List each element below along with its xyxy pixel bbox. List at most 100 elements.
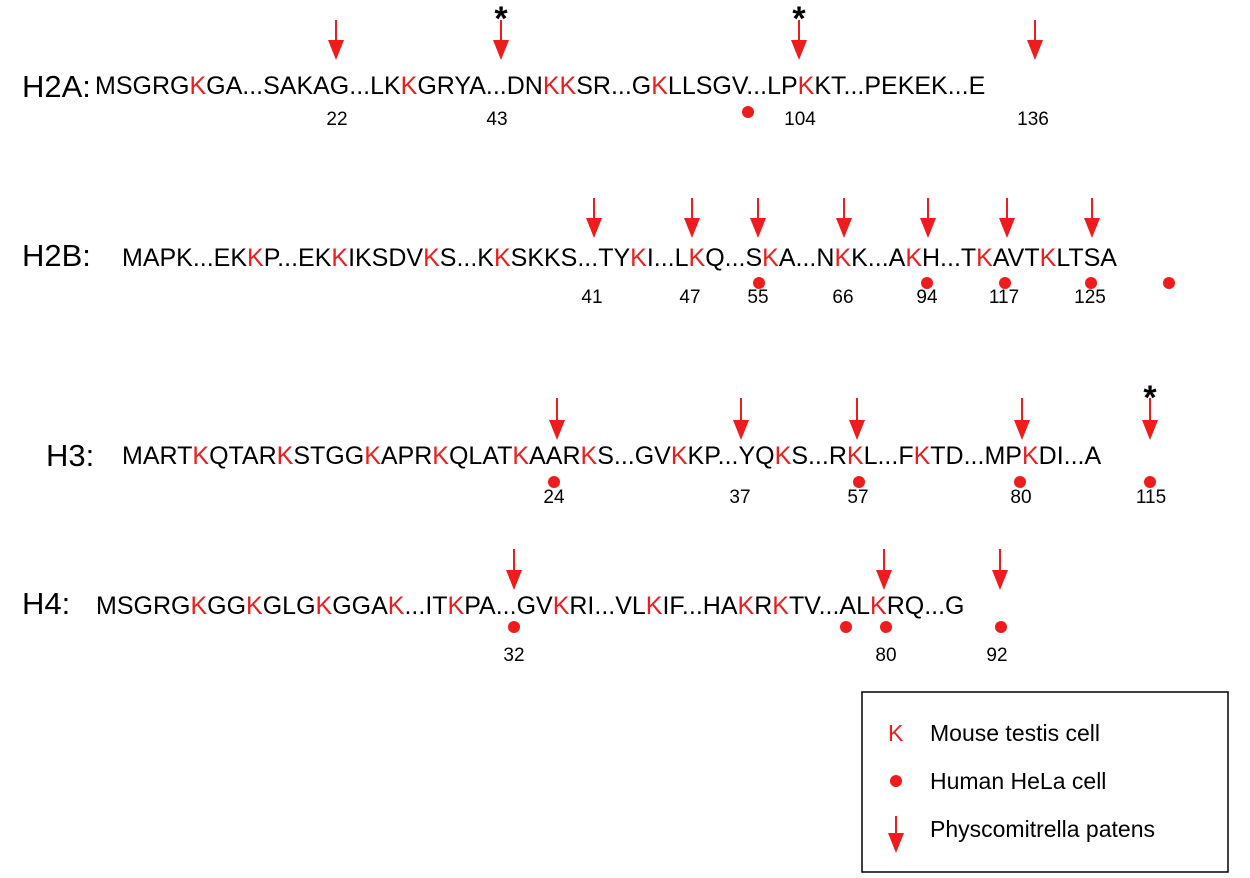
sequence-segment: ...IT [404, 592, 447, 620]
sequence-segment: SKKS...TY [511, 244, 631, 272]
lysine-site: K [1040, 244, 1057, 272]
sequence-segment: GRYA...DN [417, 72, 543, 100]
arrow-icon [493, 20, 509, 60]
sequence-segment: TD...MP [930, 442, 1022, 470]
lysine-site: K [914, 442, 931, 470]
arrow-icon [876, 549, 892, 590]
lysine-site: K [772, 592, 789, 620]
lysine-site: KK [543, 72, 577, 100]
lysine-site: K [581, 442, 598, 470]
residue-number: 66 [832, 287, 853, 308]
residue-number: 22 [326, 109, 347, 130]
lysine-site: K [189, 72, 206, 100]
residue-number: 24 [543, 487, 565, 508]
lysine-site: K [190, 592, 207, 620]
arrow-icon [733, 398, 749, 440]
arrow-icon [586, 198, 602, 238]
dot-icon [508, 621, 520, 633]
sequence-segment: MART [122, 442, 192, 470]
lysine-site: K [432, 442, 449, 470]
lysine-site: K [689, 244, 706, 272]
residue-number: 92 [986, 645, 1007, 666]
lysine-site: K [423, 244, 440, 272]
sequence-segment: L...F [864, 442, 914, 470]
dot-icon [1014, 476, 1026, 488]
sequence-segment: STGG [293, 442, 364, 470]
arrow-icon [920, 198, 936, 238]
sequence-h3: MARTKQTARKSTGGKAPRKQLATKAARKS...GVKKP...… [122, 442, 1101, 470]
arrow-icon [750, 198, 766, 238]
lysine-site: K [512, 442, 529, 470]
dot-icon [548, 476, 560, 488]
lysine-site: K [762, 244, 779, 272]
residue-number: 57 [847, 487, 868, 508]
lysine-site: K [905, 244, 922, 272]
site-marks: * * 22 43 104 136 41 47 55 66 94 117 125 * 24 37 57 80 115… [326, 0, 1175, 666]
dot-icon [1085, 277, 1097, 289]
dot-icon [1163, 277, 1175, 289]
lysine-site: K [1022, 442, 1039, 470]
legend-item-physcomitrella: Physcomitrella patens [930, 816, 1155, 842]
residue-number: 32 [503, 645, 524, 666]
sequence-segment: GLG [263, 592, 316, 620]
dot-icon [753, 277, 765, 289]
arrow-icon [999, 198, 1015, 238]
lysine-site: K [553, 592, 570, 620]
sequence-segment: GGA [332, 592, 388, 620]
sequence-segment: S...K [440, 244, 495, 272]
lysine-site: K [247, 244, 264, 272]
dot-icon [1144, 476, 1156, 488]
sequence-segment: RQ...G [887, 592, 965, 620]
arrow-icon [1014, 398, 1030, 440]
sequence-segment: RI...VL [569, 592, 646, 620]
sequence-segment: MAPK...EK [122, 244, 247, 272]
dot-icon [880, 621, 892, 633]
legend-k-symbol: K [888, 720, 904, 746]
sequence-segment: AAR [529, 442, 580, 470]
lysine-site: K [448, 592, 465, 620]
sequence-segment: QLAT [449, 442, 512, 470]
sequence-h2a: MSGRGKGA...SAKAG...LKKGRYA...DNKKSR...GK… [95, 72, 985, 100]
arrow-icon [992, 549, 1008, 590]
lysine-site: K [847, 442, 864, 470]
sequence-segment: Q...S [705, 244, 762, 272]
row-label-h3: H3: [46, 438, 94, 473]
sequence-segment: TV...AL [789, 592, 870, 620]
sequence-segment: K...A [851, 244, 906, 272]
residue-number: 104 [784, 109, 816, 130]
arrow-icon [791, 20, 807, 60]
residue-number: 115 [1136, 487, 1166, 508]
arrow-icon [1084, 198, 1100, 238]
sequence-segment: A...N [779, 244, 835, 272]
sequence-segment: I...L [647, 244, 689, 272]
sequence-h4: MSGRGKGGKGLGKGGAK...ITKPA...GVKRI...VLKI… [96, 592, 965, 620]
lysine-site: K [671, 442, 688, 470]
sequence-h2b: MAPK...EKKP...EKKIKSDVKS...KKSKKS...TYKI… [122, 244, 1117, 272]
residue-number: 47 [679, 287, 700, 308]
lysine-site: K [651, 72, 668, 100]
dot-icon [999, 277, 1011, 289]
lysine-site: K [494, 244, 511, 272]
lysine-site: K [316, 592, 333, 620]
sequence-segment: MSGRG [96, 592, 190, 620]
lysine-site: K [798, 72, 815, 100]
dot-icon [853, 476, 865, 488]
sequence-segment: GG [207, 592, 246, 620]
legend-item-human-hela: Human HeLa cell [930, 768, 1106, 794]
dot-icon [921, 277, 933, 289]
residue-number: 43 [486, 109, 507, 130]
lysine-site: K [401, 72, 418, 100]
sequence-segment: R [754, 592, 772, 620]
legend-dot-icon [890, 775, 902, 787]
star-icon: * [494, 0, 508, 38]
arrow-icon [1027, 20, 1043, 60]
arrow-icon [506, 549, 522, 590]
lysine-site: K [646, 592, 663, 620]
lysine-site: K [331, 244, 348, 272]
arrow-icon [1142, 398, 1158, 440]
sequence-segment: AVT [993, 244, 1040, 272]
sequence-segment: KP...YQ [688, 442, 775, 470]
legend-arrow-icon [888, 816, 904, 853]
residue-number: 136 [1017, 109, 1049, 130]
